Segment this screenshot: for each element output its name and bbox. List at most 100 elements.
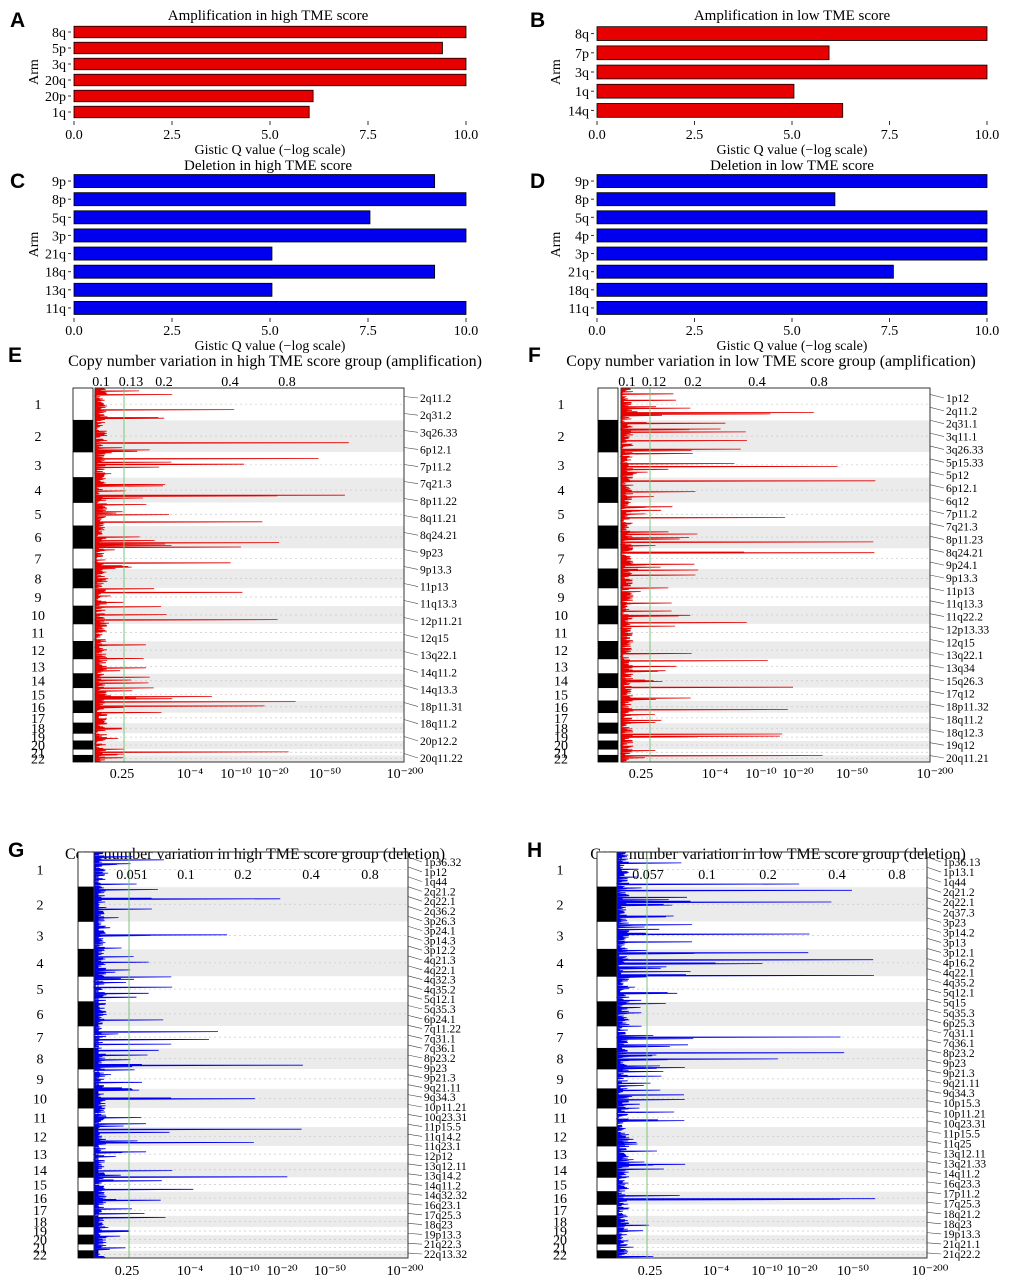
peak-label: 2q21.2	[424, 886, 456, 898]
peak-connector	[407, 965, 423, 971]
chromosome-band	[95, 568, 404, 588]
chromosome-label: 10	[554, 609, 568, 624]
peak-label: 3q11.1	[946, 432, 977, 444]
peak-connector	[407, 925, 423, 931]
chromosome-label: 18	[33, 1215, 47, 1230]
peak-connector	[407, 1252, 423, 1255]
peak-label: 1p36.13	[943, 857, 981, 869]
bottom-axis-tick-label: 10⁻²⁰	[782, 767, 814, 782]
chromosome-label: 15	[31, 688, 45, 703]
peak-label: 18q21.2	[943, 1209, 981, 1221]
chromosome-label: 9	[35, 591, 42, 606]
bar-13q	[73, 282, 273, 297]
peak-connector	[929, 561, 945, 566]
peak-label: 18q23	[424, 1220, 453, 1232]
chromosome-label: 2	[37, 898, 44, 913]
ideogram-chr-4	[597, 477, 619, 503]
bar-5q	[73, 210, 371, 225]
chromosome-label: 12	[554, 644, 568, 659]
peak-connector	[926, 1080, 942, 1084]
peak-connector	[926, 1212, 942, 1215]
ideogram-chr-19	[596, 1226, 618, 1236]
peak-label: 2q36.2	[424, 906, 456, 918]
peak-label: 11q14.2	[424, 1131, 461, 1143]
chromosome-label: 8	[35, 572, 42, 587]
peak-connector	[929, 497, 945, 502]
peak-label: 13q22.1	[946, 650, 984, 662]
peak-label: 1p13.1	[943, 867, 975, 879]
bar-5q	[596, 210, 988, 225]
chromosome-label: 11	[31, 627, 44, 642]
ideogram-chr-16	[597, 700, 619, 714]
bottom-axis-tick-label: 10⁻⁴	[177, 1264, 203, 1279]
ideogram-chr-17	[596, 1203, 618, 1217]
x-tick-label: 0.0	[65, 128, 83, 143]
chromosome-label: 10	[33, 1092, 47, 1107]
ideogram-chr-16	[596, 1191, 618, 1205]
ideogram-chr-13	[72, 658, 94, 675]
peak-connector	[403, 651, 419, 656]
bottom-axis-tick-label: 10⁻¹⁰	[228, 1264, 260, 1279]
ideogram-chr-12	[596, 1126, 618, 1147]
peak-label: 2q21.2	[943, 887, 975, 899]
peak-connector	[929, 755, 945, 759]
ideogram-chr-4	[596, 948, 618, 977]
top-axis-tick-label: 0.1	[698, 868, 716, 883]
peak-label: 18q23	[943, 1219, 972, 1231]
y-axis-label: Arm	[549, 59, 564, 85]
chart-title: Amplification in low TME score	[694, 8, 891, 24]
top-axis-tick-label: 0.8	[810, 375, 828, 390]
peak-label: 20p12.2	[420, 736, 458, 748]
top-axis-tick-label: 0.13	[119, 375, 144, 390]
peak-connector	[926, 1009, 942, 1014]
x-tick-label: 10.0	[454, 324, 479, 339]
peak-connector	[407, 886, 423, 892]
chromosome-label: 11	[33, 1112, 46, 1127]
plot-frame	[616, 851, 928, 1259]
y-tick-label: 9p	[52, 175, 66, 190]
top-axis-tick-label: 0.2	[155, 375, 173, 390]
peak-connector	[407, 1064, 423, 1069]
x-tick-label: 0.0	[588, 324, 606, 339]
peak-connector	[407, 1114, 423, 1118]
peak-connector	[407, 906, 423, 912]
peak-label: 3p23	[943, 917, 966, 929]
top-axis-tick-label: 0.1	[618, 375, 636, 390]
peak-connector	[929, 510, 945, 515]
peak-connector	[926, 988, 942, 993]
bar-8q	[596, 26, 988, 41]
panel-letter: E	[8, 344, 22, 367]
bar-4p	[596, 228, 988, 243]
x-tick-label: 10.0	[454, 128, 479, 143]
top-axis-tick-label: 0.8	[278, 375, 296, 390]
ideogram-chr-6	[597, 525, 619, 549]
peak-connector	[403, 498, 419, 502]
chromosome-label: 13	[553, 1148, 567, 1163]
peak-connector	[926, 1232, 942, 1235]
y-tick-label: 8q	[575, 28, 589, 43]
chromosome-label: 9	[557, 1073, 564, 1088]
chromosome-label: 4	[557, 957, 564, 972]
chart-title: Deletion in high TME score	[184, 158, 352, 174]
bottom-axis-tick-label: 10⁻²⁰⁰	[917, 767, 954, 782]
bar-8p	[73, 192, 467, 207]
chromosome-label: 14	[31, 675, 45, 690]
chromosome-label: 13	[33, 1148, 47, 1163]
chromosome-label: 20	[553, 1234, 567, 1249]
peak-label: 11p13	[946, 586, 975, 598]
y-axis-label: Arm	[27, 59, 42, 85]
peak-label: 9p13.3	[946, 573, 978, 585]
peak-connector	[926, 917, 942, 923]
ideogram-chr-8	[72, 568, 94, 589]
peak-label: 11q25	[943, 1138, 972, 1150]
chromosome-band	[621, 568, 930, 588]
peak-connector	[929, 394, 945, 399]
peak-connector	[407, 1183, 423, 1186]
chromosome-label: 14	[33, 1164, 47, 1179]
peak-label: 10q23.31	[424, 1112, 467, 1124]
bottom-axis-tick-label: 0.25	[110, 767, 135, 782]
peak-connector	[407, 1203, 423, 1206]
ideogram-chr-9	[597, 587, 619, 607]
bottom-axis-tick-label: 10⁻¹⁰	[751, 1264, 783, 1279]
peak-label: 8p23.2	[943, 1048, 975, 1060]
